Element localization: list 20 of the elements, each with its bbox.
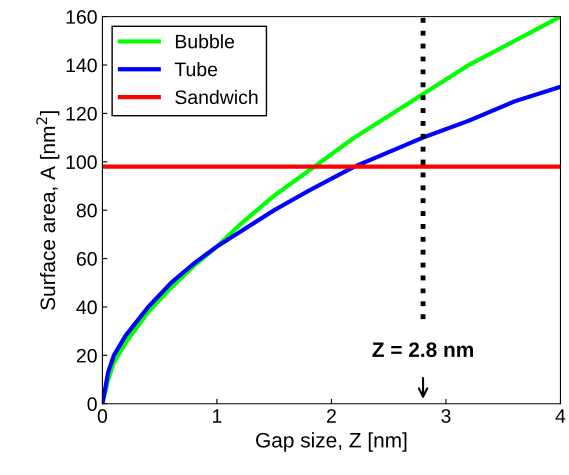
- annotation: Z = 2.8 nm: [372, 342, 473, 358]
- legend-label: Sandwich: [175, 90, 258, 104]
- y-tick-label: 120: [66, 106, 97, 121]
- legend-label: Tube: [174, 62, 218, 76]
- x-tick-label: 2: [327, 409, 336, 423]
- x-tick-label: 0: [98, 409, 108, 423]
- x-tick-label: 1: [213, 409, 222, 423]
- x-axis-title: Gap size, Z [nm]: [256, 432, 406, 452]
- y-tick-label: 0: [88, 397, 97, 411]
- y-tick-label: 40: [76, 300, 97, 314]
- y-axis-title: Surface area, A [nm$^{2}$]: [36, 111, 60, 310]
- legend-label: Bubble: [176, 34, 234, 48]
- y-tick-label: 20: [76, 348, 97, 363]
- x-tick-label: 4: [556, 409, 566, 423]
- y-tick-label: 140: [66, 58, 97, 72]
- y-tick-label: 100: [66, 155, 97, 170]
- y-tick-label: 60: [76, 252, 97, 266]
- x-tick-label: 3: [441, 409, 451, 423]
- y-tick-label: 80: [76, 204, 97, 218]
- y-tick-label: 160: [66, 10, 97, 24]
